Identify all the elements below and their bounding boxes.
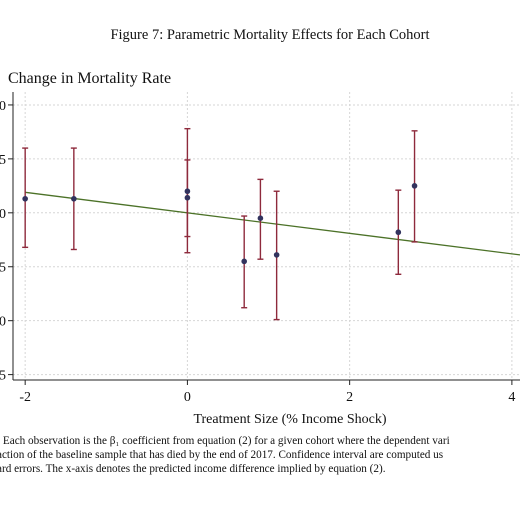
axis-layer: 10 5 0 -5 -10 -15 -2 0 2 4 [0, 92, 520, 405]
data-point [241, 258, 247, 265]
y-tick-label: 5 [0, 153, 6, 168]
data-point [273, 252, 280, 258]
error-bar-layer [22, 127, 418, 321]
y-tick-label: 0 [0, 207, 6, 222]
note-line: ard errors. The x-axis denotes the predi… [0, 463, 386, 475]
x-tick-label: 0 [184, 390, 191, 405]
x-tick-label: 4 [508, 390, 515, 405]
figure-title: Figure 7: Parametric Mortality Effects f… [110, 27, 430, 43]
y-tick-label: -15 [0, 369, 6, 384]
data-point [411, 183, 418, 189]
y-tick-label: -10 [0, 315, 6, 330]
data-point [22, 195, 28, 202]
data-point [184, 194, 191, 201]
y-tick-label: 10 [0, 99, 6, 114]
note-line: action of the baseline sample that has d… [0, 449, 444, 461]
x-tick-label: -2 [19, 390, 31, 405]
y-tick-label: -5 [0, 261, 6, 276]
data-point [71, 195, 77, 202]
figure-notes: : Each observation is the β₁ coefficient… [0, 434, 520, 476]
point-layer [22, 183, 418, 265]
data-point [184, 188, 191, 195]
fitted-line [25, 191, 520, 256]
y-axis-title: Change in Mortality Rate [8, 70, 172, 87]
data-point [257, 215, 264, 222]
x-axis-title: Treatment Size (% Income Shock) [193, 412, 387, 427]
fit-line-layer [25, 191, 520, 256]
data-point [395, 229, 402, 236]
note-line: : Each observation is the β₁ coefficient… [0, 435, 450, 447]
x-tick-label: 2 [346, 390, 353, 405]
grid-layer [13, 92, 520, 380]
